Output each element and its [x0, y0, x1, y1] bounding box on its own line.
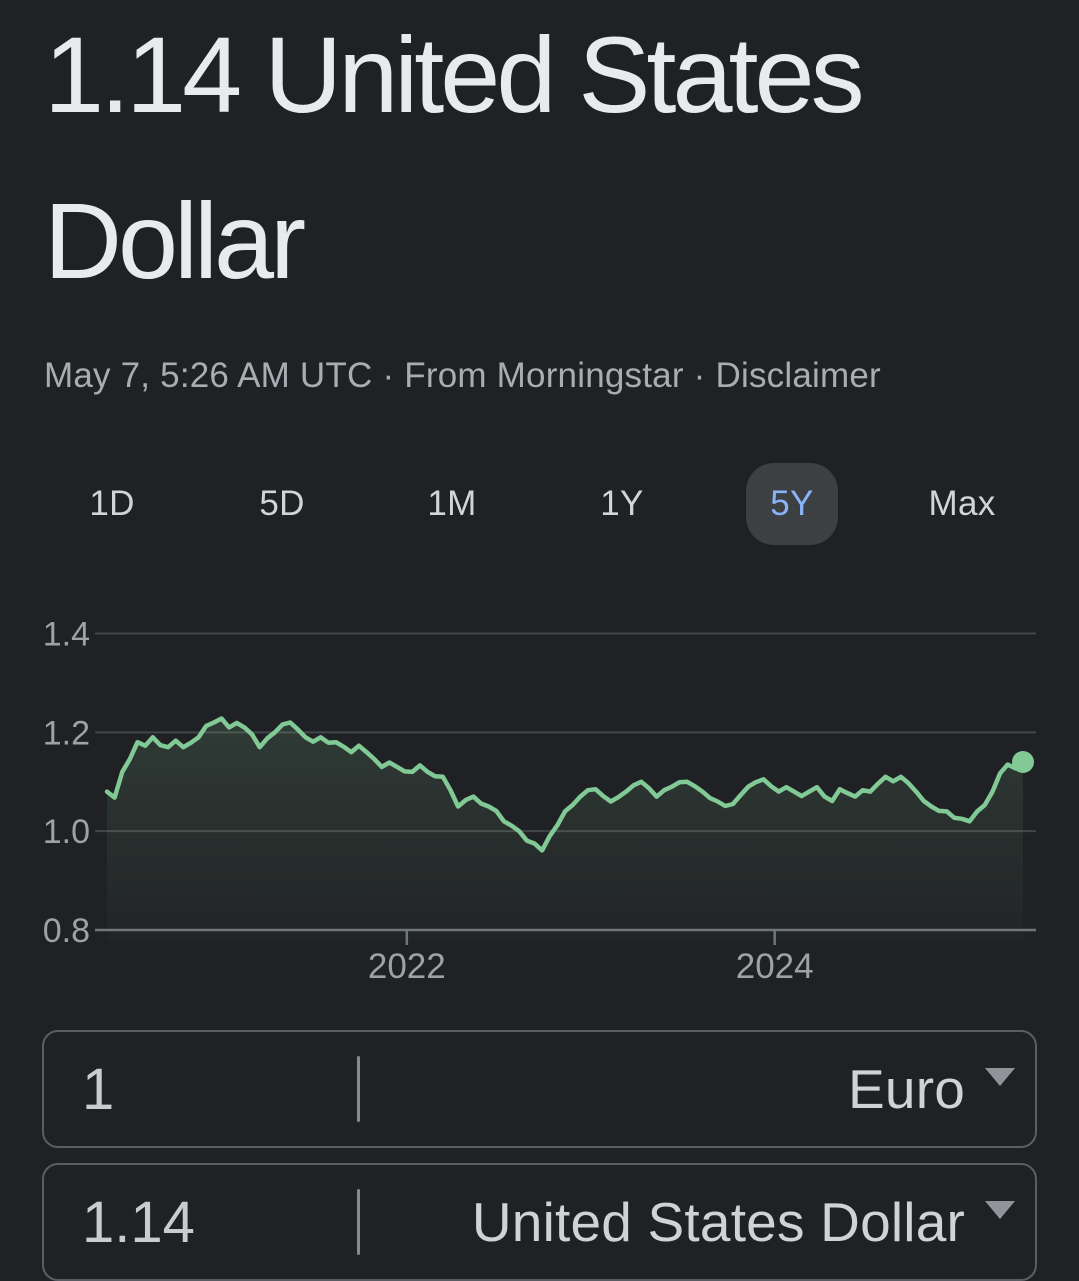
converter-row-to: 1.14 United States Dollar	[42, 1163, 1037, 1281]
tab-1d-label: 1D	[89, 484, 135, 523]
quote-meta: May 7, 5:26 AM UTC · From Morningstar · Disc…	[44, 352, 1044, 400]
y-axis-label: 0.8	[43, 912, 90, 950]
dropdown-arrow-icon	[985, 1068, 1015, 1086]
separator-dot: ·	[382, 356, 395, 395]
chart-area-fill	[107, 718, 1023, 941]
tab-5d[interactable]: 5D	[197, 462, 367, 546]
dropdown-arrow-icon	[985, 1201, 1015, 1219]
tab-max[interactable]: Max	[877, 462, 1047, 546]
amount-input-to[interactable]: 1.14	[82, 1189, 195, 1255]
tab-5d-label: 5D	[259, 484, 305, 523]
range-tabs: 1D 5D 1M 1Y 5Y Max	[27, 462, 1047, 546]
tab-1m-label: 1M	[427, 484, 477, 523]
tab-max-label: Max	[928, 484, 996, 523]
tab-1y-label: 1Y	[600, 484, 644, 523]
tab-1y[interactable]: 1Y	[537, 462, 707, 546]
tab-1m[interactable]: 1M	[367, 462, 537, 546]
tab-1d[interactable]: 1D	[27, 462, 197, 546]
price-title: 1.14 United States Dollar	[44, 14, 865, 301]
amount-input-from[interactable]: 1	[82, 1056, 115, 1122]
price-chart[interactable]: 0.8 1.0 1.2 1.4 2022 2024	[0, 560, 1079, 1005]
quote-timestamp: May 7, 5:26 AM UTC	[44, 356, 373, 395]
x-axis-label: 2022	[368, 947, 446, 986]
currency-select-to-label: United States Dollar	[471, 1191, 965, 1253]
y-axis-label: 1.4	[43, 616, 90, 654]
x-axis-label: 2024	[736, 947, 814, 986]
field-divider	[357, 1189, 360, 1255]
disclaimer-link[interactable]: Disclaimer	[715, 356, 881, 395]
converter-row-from: 1 Euro	[42, 1030, 1037, 1148]
quote-source: From Morningstar	[404, 356, 684, 395]
y-axis-label: 1.0	[43, 813, 90, 851]
y-axis-label: 1.2	[43, 714, 90, 752]
field-divider	[357, 1056, 360, 1122]
tab-5y-label: 5Y	[746, 463, 838, 545]
chart-line	[104, 716, 1026, 853]
currency-select-from-label: Euro	[848, 1058, 965, 1120]
separator-dot: ·	[693, 356, 706, 395]
currency-select-to[interactable]: United States Dollar	[472, 1190, 1035, 1254]
currency-select-from[interactable]: Euro	[848, 1057, 1035, 1121]
tab-5y[interactable]: 5Y	[707, 462, 877, 546]
chart-end-dot	[1012, 750, 1034, 773]
